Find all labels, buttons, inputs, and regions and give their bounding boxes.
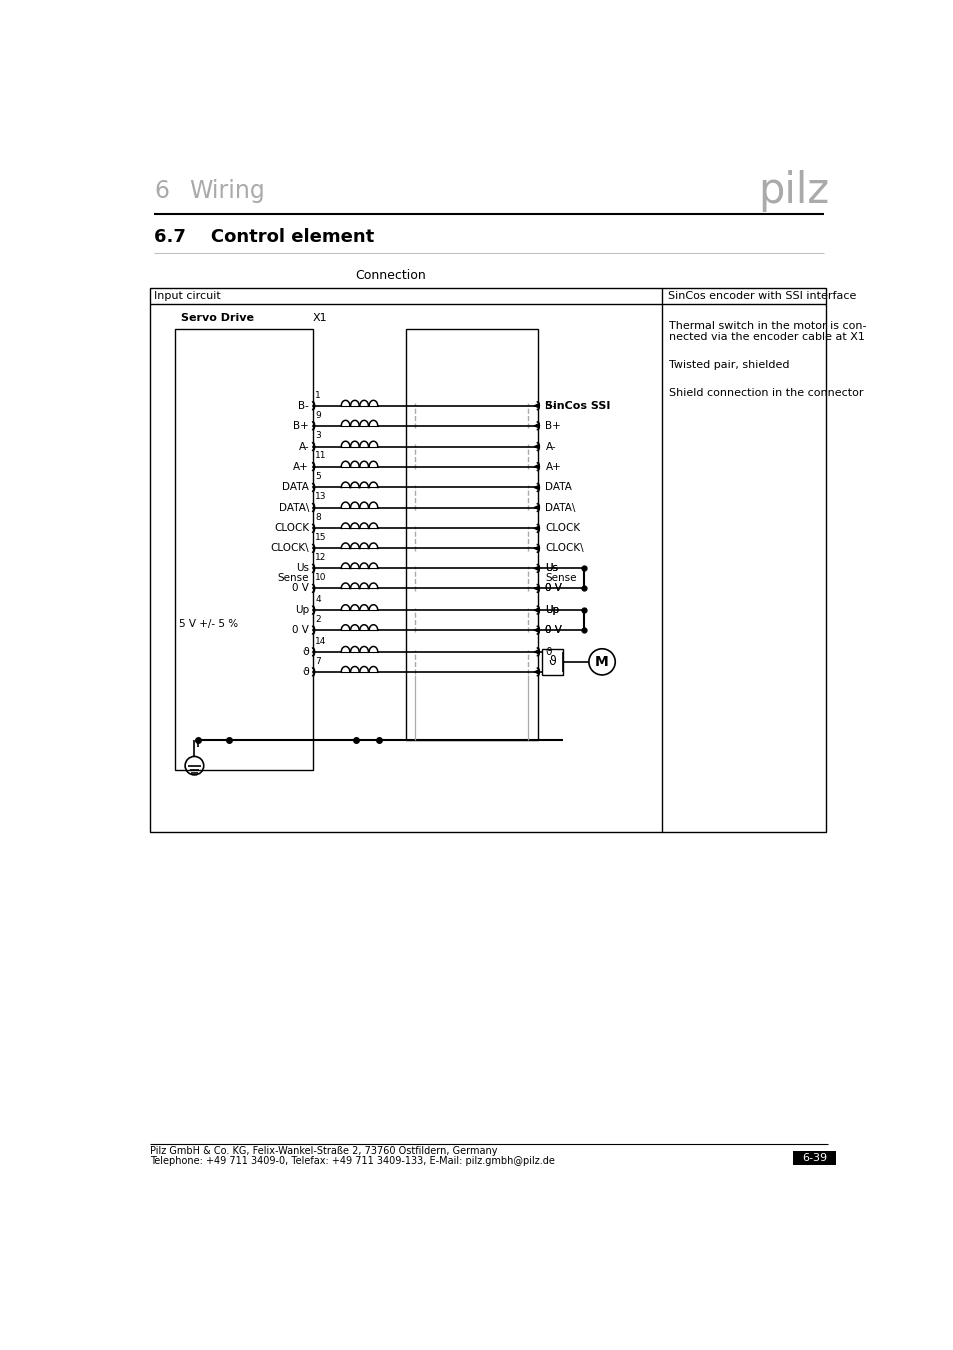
Text: 6.7    Control element: 6.7 Control element	[154, 228, 374, 247]
Bar	[150, 288, 825, 832]
Text: ϑ: ϑ	[302, 647, 309, 657]
Text: A+: A+	[545, 462, 560, 471]
Text: Us: Us	[295, 563, 309, 574]
Text: 6: 6	[154, 180, 169, 204]
Text: CLOCK\: CLOCK\	[271, 544, 309, 554]
Text: 0 V: 0 V	[545, 583, 561, 594]
Text: 4: 4	[315, 595, 320, 603]
Text: B-: B-	[298, 401, 309, 410]
Text: SinCos SSI: SinCos SSI	[545, 401, 610, 410]
Text: Up: Up	[545, 605, 559, 616]
Text: A+: A+	[294, 462, 309, 471]
Text: Up: Up	[545, 605, 559, 616]
Text: 2: 2	[315, 616, 320, 624]
Text: CLOCK\: CLOCK\	[545, 544, 583, 554]
Text: 15: 15	[315, 533, 327, 543]
Text: 3: 3	[315, 432, 321, 440]
Text: ϑ: ϑ	[302, 667, 309, 676]
Text: 5 V +/- 5 %: 5 V +/- 5 %	[179, 620, 238, 629]
Bar	[793, 1150, 835, 1165]
Text: 13: 13	[315, 493, 327, 501]
Text: B+: B+	[545, 421, 560, 431]
Text: A-: A-	[298, 441, 309, 452]
Text: DATA\: DATA\	[278, 502, 309, 513]
Text: 8: 8	[315, 513, 321, 522]
Text: SinCos encoder with SSI interface: SinCos encoder with SSI interface	[667, 292, 856, 301]
Text: 6-39: 6-39	[801, 1153, 826, 1162]
Bar	[541, 649, 562, 675]
Bar	[174, 329, 313, 771]
Text: 0 V: 0 V	[545, 625, 561, 634]
Text: ϑ: ϑ	[548, 655, 556, 668]
Text: B+: B+	[294, 421, 309, 431]
Text: Input circuit: Input circuit	[154, 292, 221, 301]
Text: nected via the encoder cable at X1: nected via the encoder cable at X1	[669, 332, 864, 342]
Text: A-: A-	[545, 441, 556, 452]
Text: DATA\: DATA\	[545, 502, 576, 513]
Text: 12: 12	[315, 554, 326, 562]
Text: 1: 1	[315, 390, 321, 400]
Text: ϑ: ϑ	[545, 647, 552, 657]
Text: M: M	[595, 655, 608, 668]
Text: 9: 9	[315, 410, 321, 420]
Text: Connection: Connection	[355, 270, 425, 282]
Text: 5: 5	[315, 472, 321, 482]
Text: Up: Up	[294, 605, 309, 616]
Text: 14: 14	[315, 637, 326, 645]
Text: CLOCK: CLOCK	[274, 524, 309, 533]
Text: pilz: pilz	[757, 170, 828, 212]
Text: CLOCK: CLOCK	[545, 524, 580, 533]
Text: Us: Us	[545, 563, 558, 574]
Text: 11: 11	[315, 451, 327, 460]
Text: 7: 7	[315, 656, 321, 666]
Text: Us: Us	[545, 563, 558, 574]
Text: DATA: DATA	[282, 482, 309, 493]
Text: Sense: Sense	[545, 574, 577, 583]
Text: 0 V: 0 V	[545, 625, 561, 634]
Text: Wiring: Wiring	[189, 180, 265, 204]
Text: Telephone: +49 711 3409-0, Telefax: +49 711 3409-133, E-Mail: pilz.gmbh@pilz.de: Telephone: +49 711 3409-0, Telefax: +49 …	[150, 1157, 555, 1166]
Text: Sense: Sense	[277, 574, 309, 583]
Text: DATA: DATA	[545, 482, 572, 493]
Bar	[406, 329, 537, 740]
Text: B-: B-	[545, 401, 556, 410]
Text: 0 V: 0 V	[292, 583, 309, 594]
Text: Servo Drive: Servo Drive	[181, 313, 254, 323]
Text: Pilz GmbH & Co. KG, Felix-Wankel-Straße 2, 73760 Ostfildern, Germany: Pilz GmbH & Co. KG, Felix-Wankel-Straße …	[150, 1146, 497, 1157]
Text: 0 V: 0 V	[292, 625, 309, 634]
Text: X1: X1	[313, 313, 327, 323]
Text: 10: 10	[315, 574, 327, 582]
Text: 0 V: 0 V	[545, 583, 561, 594]
Text: Thermal switch in the motor is con-: Thermal switch in the motor is con-	[669, 321, 866, 331]
Text: Twisted pair, shielded: Twisted pair, shielded	[669, 360, 789, 370]
Text: Shield connection in the connector: Shield connection in the connector	[669, 387, 863, 398]
